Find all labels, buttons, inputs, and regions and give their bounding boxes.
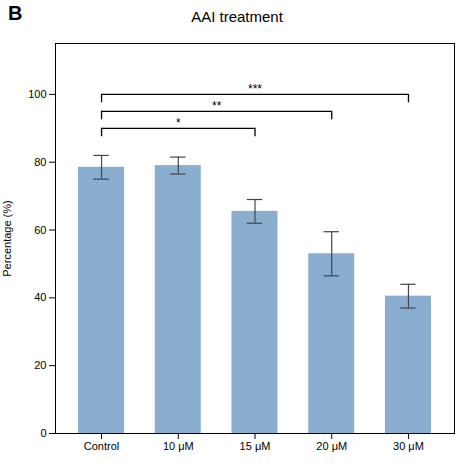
svg-text:Control: Control — [84, 440, 119, 452]
svg-text:20: 20 — [34, 359, 46, 371]
svg-text:Percentage (%): Percentage (%) — [1, 200, 13, 276]
svg-text:**: ** — [212, 99, 222, 113]
svg-text:60: 60 — [34, 224, 46, 236]
html-text:AAI treatment: AAI treatment — [191, 8, 283, 25]
svg-text:*: * — [176, 116, 181, 130]
html-text:B: B — [8, 2, 23, 24]
svg-text:100: 100 — [28, 88, 46, 100]
svg-text:30 μM: 30 μM — [393, 440, 424, 452]
svg-text:0: 0 — [40, 427, 46, 439]
svg-text:80: 80 — [34, 156, 46, 168]
svg-text:10 μM: 10 μM — [163, 440, 194, 452]
svg-text:***: *** — [248, 82, 262, 96]
svg-text:15 μM: 15 μM — [240, 440, 271, 452]
svg-text:40: 40 — [34, 291, 46, 303]
svg-text:20 μM: 20 μM — [316, 440, 347, 452]
